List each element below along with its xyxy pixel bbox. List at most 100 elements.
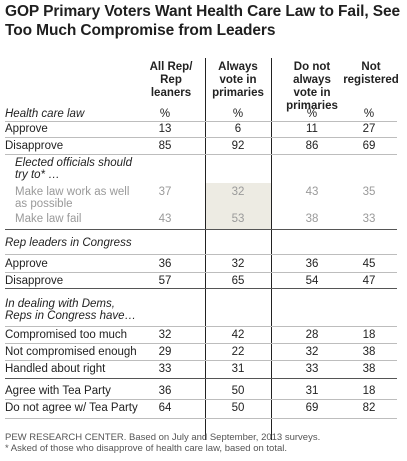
row-label: try to* … [15, 169, 60, 181]
row-label: as possible [15, 198, 73, 210]
row-value: 53 [231, 213, 245, 225]
row-value: 50 [231, 402, 245, 414]
row-label: Approve [5, 258, 48, 270]
row-value: 29 [158, 346, 172, 358]
row-label: Disapprove [5, 140, 64, 152]
table-row: Disapprove 85 92 86 69 [0, 139, 407, 154]
row-value: % [363, 108, 375, 120]
row-value: 86 [305, 140, 319, 152]
row-value: % [159, 108, 171, 120]
row-value: 38 [305, 213, 319, 225]
row-divider [5, 326, 397, 327]
table-row: Reps in Congress have… [0, 309, 407, 324]
row-value: 36 [158, 258, 172, 270]
row-value: 33 [362, 213, 376, 225]
row-label: In dealing with Dems, [5, 298, 115, 310]
row-value: % [232, 108, 244, 120]
row-label: Elected officials should [15, 157, 132, 169]
row-divider [5, 343, 397, 344]
row-value: 35 [362, 186, 376, 198]
row-divider [5, 399, 397, 400]
table-row: Health care law%%%% [0, 107, 407, 122]
row-value: 65 [231, 275, 245, 287]
table-row: Elected officials should [0, 156, 407, 171]
column-divider-right [271, 58, 272, 440]
row-value: 38 [362, 363, 376, 375]
row-value: 42 [231, 329, 245, 341]
table-row: Rep leaders in Congress [0, 236, 407, 251]
row-value: 43 [158, 213, 172, 225]
row-divider [5, 137, 397, 138]
row-value: 50 [231, 385, 245, 397]
row-value: 37 [158, 186, 172, 198]
row-label: Reps in Congress have… [5, 310, 137, 322]
row-divider [5, 154, 397, 155]
row-value: 22 [231, 346, 245, 358]
row-divider [5, 272, 397, 273]
table-row: Do not agree w/ Tea Party 64 50 69 82 [0, 401, 407, 416]
row-value: 69 [305, 402, 319, 414]
footnote: * Asked of those who disapprove of healt… [5, 443, 288, 454]
column-header-always-vote: Always vote in primaries [212, 61, 264, 99]
row-divider [5, 288, 397, 289]
row-value: 82 [362, 402, 376, 414]
table-row: as possible [0, 197, 407, 212]
row-divider [5, 418, 397, 419]
table-row: try to* … [0, 168, 407, 183]
row-value: 38 [362, 346, 376, 358]
table-row: In dealing with Dems, [0, 297, 407, 312]
row-value: % [306, 108, 318, 120]
row-label: Disapprove [5, 275, 64, 287]
column-header-not-registered: Not registered [343, 61, 399, 86]
row-value: 47 [362, 275, 376, 287]
row-value: 27 [362, 123, 376, 135]
row-value: 13 [158, 123, 172, 135]
row-value: 33 [305, 363, 319, 375]
row-label: Rep leaders in Congress [5, 237, 132, 249]
row-value: 32 [305, 346, 319, 358]
row-label: Not compromised enough [5, 346, 137, 358]
row-divider [5, 378, 397, 379]
row-label: Make law fail [15, 213, 82, 225]
row-divider [5, 254, 397, 255]
table-row: Approve 13 6 11 27 [0, 122, 407, 137]
table-row: Make law fail 43 53 38 33 [0, 212, 407, 227]
row-value: 28 [305, 329, 319, 341]
row-label: Approve [5, 123, 48, 135]
row-label: Health care law [5, 108, 85, 120]
row-value: 36 [158, 385, 172, 397]
table-row: Make law work as well 37 32 43 35 [0, 185, 407, 200]
table-row: Compromised too much 32 42 28 18 [0, 328, 407, 343]
row-value: 33 [158, 363, 172, 375]
table-row: Agree with Tea Party 36 50 31 18 [0, 384, 407, 399]
table-row: Approve 36 32 36 45 [0, 257, 407, 272]
table-row: Not compromised enough 29 22 32 38 [0, 345, 407, 360]
row-value: 54 [305, 275, 319, 287]
row-value: 32 [231, 186, 245, 198]
row-value: 45 [362, 258, 376, 270]
row-value: 85 [158, 140, 172, 152]
table-row: Disapprove 57 65 54 47 [0, 274, 407, 289]
row-label: Handled about right [5, 363, 106, 375]
row-value: 69 [362, 140, 376, 152]
row-divider [5, 121, 397, 122]
row-divider [5, 360, 397, 361]
column-divider-left [205, 58, 206, 440]
row-label: Agree with Tea Party [5, 385, 111, 397]
row-value: 32 [158, 329, 172, 341]
row-value: 31 [231, 363, 245, 375]
table-row: Handled about right 33 31 33 38 [0, 362, 407, 377]
row-label: Compromised too much [5, 329, 128, 341]
row-divider [5, 229, 397, 230]
row-value: 64 [158, 402, 172, 414]
row-value: 32 [231, 258, 245, 270]
column-header-not-always-vote: Do not always vote in primaries [286, 61, 338, 112]
row-label: Do not agree w/ Tea Party [5, 402, 138, 414]
row-value: 36 [305, 258, 319, 270]
row-value: 31 [305, 385, 319, 397]
chart-title: GOP Primary Voters Want Health Care Law … [5, 3, 401, 39]
column-header-all-rep: All Rep/ Rep leaners [149, 61, 193, 99]
source-note: PEW RESEARCH CENTER. Based on July and S… [5, 432, 321, 443]
row-value: 6 [234, 123, 242, 135]
